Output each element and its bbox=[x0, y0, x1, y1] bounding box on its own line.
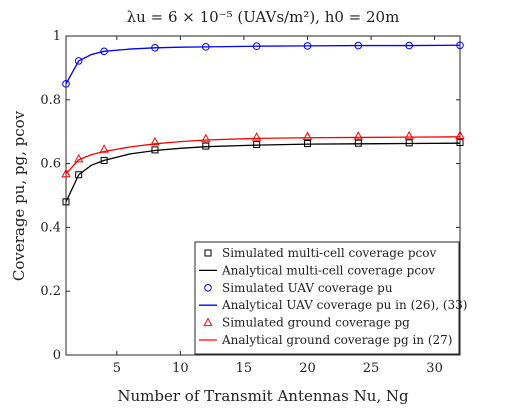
data-point-square bbox=[202, 142, 210, 150]
legend-label: Analytical UAV coverage pu in (26), (33) bbox=[221, 298, 467, 312]
data-point-triangle bbox=[61, 168, 71, 178]
legend-marker-swatch bbox=[204, 284, 212, 292]
data-point-square bbox=[456, 139, 464, 147]
legend-marker-swatch bbox=[204, 249, 212, 257]
legend-item: Simulated ground coverage pg bbox=[203, 316, 410, 330]
data-point-triangle bbox=[404, 130, 414, 140]
data-point-triangle bbox=[99, 144, 109, 153]
legend-item: Simulated multi-cell coverage pcov bbox=[204, 246, 436, 260]
legend-label: Simulated ground coverage pg bbox=[222, 316, 410, 330]
data-point-triangle bbox=[455, 130, 465, 140]
x-tick-label: 20 bbox=[299, 361, 316, 376]
legend-item: Analytical UAV coverage pu in (26), (33) bbox=[199, 298, 467, 312]
x-tick-label: 25 bbox=[363, 361, 380, 376]
legend: Simulated multi-cell coverage pcov Analyt… bbox=[194, 241, 467, 355]
data-point-triangle bbox=[150, 136, 160, 146]
data-point-circle bbox=[100, 47, 108, 56]
data-point-circle bbox=[202, 43, 210, 51]
legend-label: Analytical ground coverage pg in (27) bbox=[221, 333, 452, 347]
series-layer bbox=[61, 41, 465, 206]
legend-box bbox=[194, 241, 460, 355]
data-point-circle bbox=[151, 44, 159, 52]
y-tick-label: 0.4 bbox=[40, 220, 61, 235]
y-tick-label: 0.2 bbox=[40, 284, 61, 299]
x-tick-label: 15 bbox=[236, 361, 253, 376]
data-point-square bbox=[405, 139, 413, 147]
data-point-circle bbox=[456, 41, 464, 50]
data-point-triangle bbox=[74, 153, 84, 163]
series-line-1 bbox=[65, 44, 461, 85]
legend-item: Analytical multi-cell coverage pcov bbox=[199, 263, 435, 277]
series-line-0 bbox=[65, 142, 461, 203]
data-point-square bbox=[303, 140, 311, 148]
legend-label: Simulated UAV coverage pu bbox=[222, 281, 393, 295]
chart-title: λu = 6 × 10⁻⁵ (UAVs/m²), h0 = 20m bbox=[127, 8, 400, 26]
data-point-square bbox=[100, 156, 108, 164]
axes-box bbox=[65, 35, 461, 356]
series-markers-0 bbox=[62, 139, 464, 206]
data-point-square bbox=[62, 198, 70, 206]
data-point-circle bbox=[354, 41, 363, 50]
data-point-circle bbox=[405, 41, 413, 50]
data-point-circle bbox=[74, 57, 83, 65]
y-axis-label: Coverage pu, pg, pcov bbox=[10, 110, 28, 281]
series-markers-1 bbox=[62, 41, 464, 88]
x-tick-label: 30 bbox=[426, 361, 443, 376]
y-tick-label: 0 bbox=[53, 348, 61, 363]
data-point-triangle bbox=[201, 133, 211, 143]
data-point-square bbox=[151, 146, 159, 154]
data-point-square bbox=[253, 140, 261, 148]
y-tick-label: 1 bbox=[53, 29, 61, 44]
data-point-triangle bbox=[353, 131, 363, 140]
legend-item: Analytical ground coverage pg in (27) bbox=[199, 333, 452, 347]
x-axis-label: Number of Transmit Antennas Nu, Ng bbox=[117, 387, 409, 405]
series-line-2 bbox=[65, 136, 461, 175]
y-tick-label: 0.8 bbox=[40, 93, 61, 108]
data-point-circle bbox=[252, 42, 261, 51]
data-point-triangle bbox=[302, 131, 313, 140]
legend-marker-swatch bbox=[203, 317, 213, 327]
data-point-square bbox=[75, 171, 83, 179]
x-tick-label: 5 bbox=[113, 361, 121, 376]
y-tick-label: 0.6 bbox=[40, 157, 61, 172]
data-point-circle bbox=[303, 42, 312, 50]
legend-item: Simulated UAV coverage pu bbox=[204, 281, 393, 295]
legend-label: Simulated multi-cell coverage pcov bbox=[222, 246, 436, 260]
x-tick-label: 10 bbox=[172, 361, 189, 376]
data-point-triangle bbox=[252, 132, 262, 141]
data-point-square bbox=[354, 139, 362, 147]
legend-label: Analytical multi-cell coverage pcov bbox=[221, 263, 435, 277]
data-point-circle bbox=[62, 80, 70, 88]
series-markers-2 bbox=[61, 130, 465, 178]
ticks-layer: 5 10 15 20 25 30 0 0.2 0.4 0.6 0.8 1 bbox=[40, 29, 460, 376]
plot-area bbox=[65, 35, 461, 356]
